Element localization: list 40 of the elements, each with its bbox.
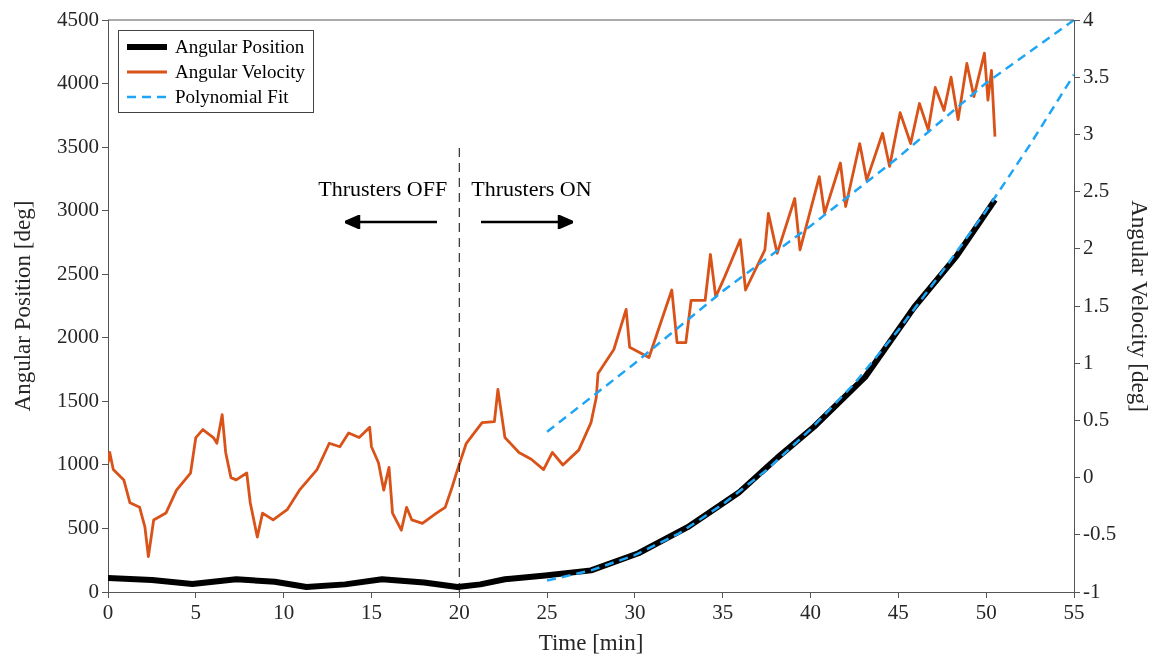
y2-tick-label: 1.5 — [1083, 292, 1110, 317]
y-tick-label: 0 — [88, 578, 99, 603]
x-tick-label: 35 — [712, 600, 734, 625]
x-tick-label: 25 — [536, 600, 558, 625]
y-tick-label: 500 — [67, 514, 99, 539]
x-tick-label: 15 — [360, 600, 382, 625]
y-tick-label: 1500 — [57, 387, 99, 412]
legend-label: Angular Velocity — [175, 60, 305, 84]
x-tick-label: 45 — [887, 600, 909, 625]
y2-tick-label: -1 — [1083, 578, 1101, 603]
x-tick-label: 55 — [1063, 600, 1085, 625]
x-tick-label: 5 — [190, 600, 202, 625]
y2-tick-label: 3 — [1083, 120, 1094, 145]
x-tick-label: 30 — [624, 600, 646, 625]
x-tick-label: 40 — [800, 600, 822, 625]
y2-tick-label: 0.5 — [1083, 406, 1110, 431]
legend-label: Angular Position — [175, 35, 305, 59]
x-axis-title: Time [min] — [538, 630, 644, 656]
y-tick-label: 2500 — [57, 260, 99, 285]
y2-tick-label: -0.5 — [1083, 521, 1117, 546]
y2-tick-label: 4 — [1083, 6, 1094, 31]
y-tick-label: 4500 — [57, 6, 99, 31]
y-tick-label: 4000 — [57, 70, 99, 95]
legend-label: Polynomial Fit — [175, 85, 289, 109]
annotation: Thrusters OFF — [318, 175, 448, 202]
y-axis-title: Angular Position [deg] — [9, 200, 35, 412]
y2-tick-label: 2.5 — [1083, 178, 1110, 203]
x-tick-label: 10 — [273, 600, 295, 625]
y2-tick-label: 1 — [1083, 349, 1094, 374]
y2-tick-label: 0 — [1083, 464, 1094, 489]
x-tick-label: 50 — [975, 600, 997, 625]
x-tick-label: 20 — [448, 600, 470, 625]
y2-tick-label: 3.5 — [1083, 63, 1110, 88]
y-tick-label: 3500 — [57, 133, 99, 158]
y-tick-label: 1000 — [57, 451, 99, 476]
y2-axis-title: Angular Velocity [deg] — [1127, 200, 1153, 412]
annotation: Thrusters ON — [471, 175, 592, 202]
y-tick-label: 2000 — [57, 324, 99, 349]
y-tick-label: 3000 — [57, 197, 99, 222]
y2-tick-label: 2 — [1083, 235, 1094, 260]
